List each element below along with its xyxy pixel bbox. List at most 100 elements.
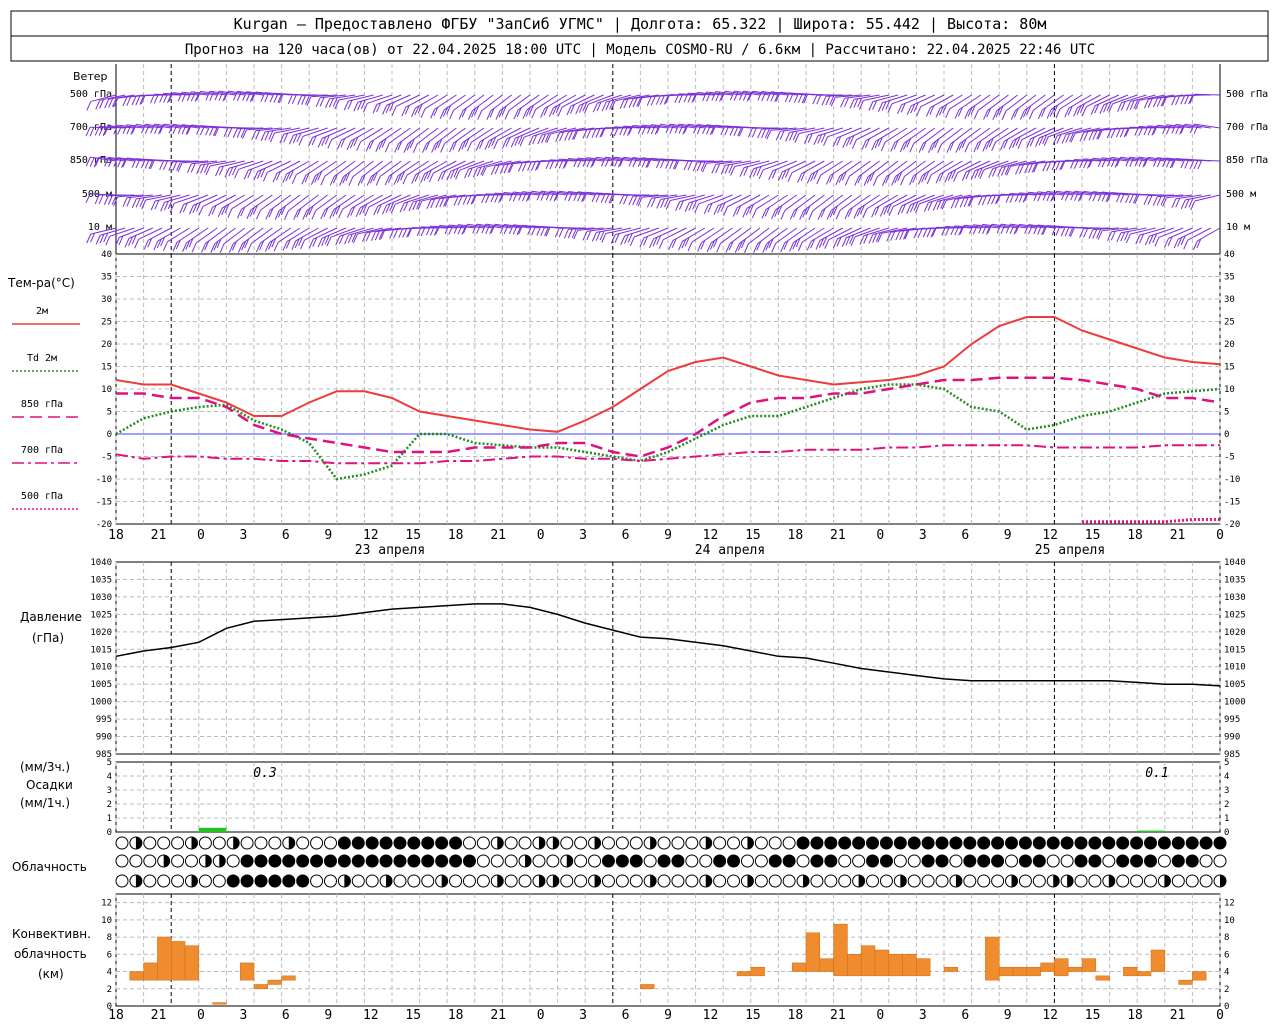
wind-barb (486, 94, 512, 120)
wind-barb-flag (1094, 103, 1100, 114)
cloud-circle (143, 836, 157, 850)
wind-barb-staff (321, 127, 347, 139)
wind-barb-flag (204, 240, 210, 251)
temp-series-1 (115, 383, 1221, 481)
wind-barb-flag (1037, 225, 1043, 235)
wind-barb-flag (1083, 158, 1089, 169)
wind-barb-staff (377, 194, 402, 207)
wind-barb-flag (724, 164, 730, 174)
wind-barb-flag (1180, 235, 1186, 246)
wind-barb-staff (488, 127, 512, 142)
convective-bar (805, 932, 821, 972)
wind-barb-flag (360, 174, 366, 184)
y-tick-right: 2 (1224, 800, 1229, 810)
x-tick-top: 15 (1085, 528, 1101, 543)
wind-barb-flag (1125, 156, 1131, 167)
wind-barb-staff (846, 227, 871, 239)
wind-barb-flag (872, 100, 878, 110)
wind-barb-staff (90, 227, 117, 235)
wind-barb-flag (343, 100, 349, 111)
wind-barb (842, 127, 871, 149)
wind-barb-flag (121, 158, 127, 168)
cloud-circle (198, 836, 212, 850)
wind-barb (481, 160, 512, 177)
wind-barb-flag (677, 241, 683, 251)
wind-barb-flag (970, 105, 976, 115)
wind-barb-flag (259, 240, 265, 251)
cloud-circle (574, 874, 588, 888)
wind-barb-flag (301, 95, 306, 105)
wind-barb (730, 160, 761, 176)
wind-barb-flag (160, 236, 166, 247)
wind-barb-flag (108, 98, 114, 108)
cloud-symbol (268, 836, 282, 850)
y-tick-right: 10 (1224, 385, 1235, 395)
header-subtitle: Прогноз на 120 часа(ов) от 22.04.2025 18… (185, 42, 1095, 58)
wind-barb-flag (573, 130, 579, 140)
wind-barb-staff (369, 127, 393, 143)
wind-barb-staff (623, 94, 650, 101)
wind-barb-staff (379, 127, 402, 144)
wind-barb-staff (450, 160, 475, 172)
wind-barb-flag (144, 124, 150, 134)
wind-barb-flag (1152, 196, 1158, 206)
wind-barb (891, 160, 917, 186)
wind-barb-flag (916, 106, 922, 116)
wind-barb (639, 227, 669, 248)
wind-barb-flag (362, 203, 368, 214)
wind-barb-flag (749, 168, 755, 178)
wind-barb-flag (1106, 128, 1112, 139)
wind-barb-flag (502, 138, 507, 149)
cloud-symbol (198, 836, 212, 850)
wind-barb-flag (1147, 98, 1153, 108)
cloud-circle (1144, 836, 1158, 850)
cloud-symbol (1032, 854, 1046, 868)
wind-barb-flag (841, 237, 847, 247)
wind-barb-staff (743, 160, 770, 169)
wind-barb-flag (931, 141, 937, 151)
wind-barb-staff (835, 94, 862, 98)
wind-barb-staff (526, 94, 549, 111)
wind-barb-flag (215, 166, 220, 177)
wind-barb (540, 94, 568, 118)
wind-barb-staff (891, 94, 917, 105)
cloud-circle (115, 854, 129, 868)
wind-barb (311, 194, 338, 220)
wind-barb-flag (901, 203, 906, 214)
cloud-symbol (184, 836, 198, 850)
y-tick-left: 1030 (90, 593, 112, 603)
wind-barb-flag (380, 230, 385, 240)
wind-barb-staff (715, 160, 742, 165)
x-tick-bottom: 18 (448, 1008, 464, 1023)
wind-barb (1171, 194, 1202, 208)
wind-barb-flag (912, 173, 918, 183)
wind-barb-flag (484, 140, 490, 151)
wind-barb (422, 127, 448, 153)
wind-barb-flag (1134, 156, 1140, 167)
wind-barb-flag (954, 225, 960, 236)
wind-barb-flag (433, 226, 439, 236)
wind-barb-flag (288, 169, 294, 180)
wind-barb-flag (1003, 139, 1009, 149)
wind-barb (403, 127, 430, 153)
cloud-circle (574, 854, 588, 868)
wind-barb (420, 160, 448, 184)
wind-barb-flag (711, 91, 717, 101)
temp-series-4 (1082, 518, 1220, 524)
wind-barb-flag (1097, 157, 1103, 167)
wind-barb-flag (1156, 97, 1162, 107)
cloud-symbol (254, 854, 268, 868)
wind-barb (344, 227, 374, 245)
wind-barb (310, 160, 338, 185)
wind-barb-staff (706, 160, 733, 164)
wind-barb-flag (577, 192, 583, 202)
cloud-circle (866, 874, 880, 888)
wind-barb-staff (738, 227, 761, 245)
cloud-symbol (240, 874, 254, 888)
wind-barb (992, 94, 1018, 120)
wind-barb-flag (521, 162, 527, 172)
wind-barb-flag (355, 207, 361, 218)
cloud-symbol (657, 836, 671, 850)
wind-barb (954, 94, 982, 119)
